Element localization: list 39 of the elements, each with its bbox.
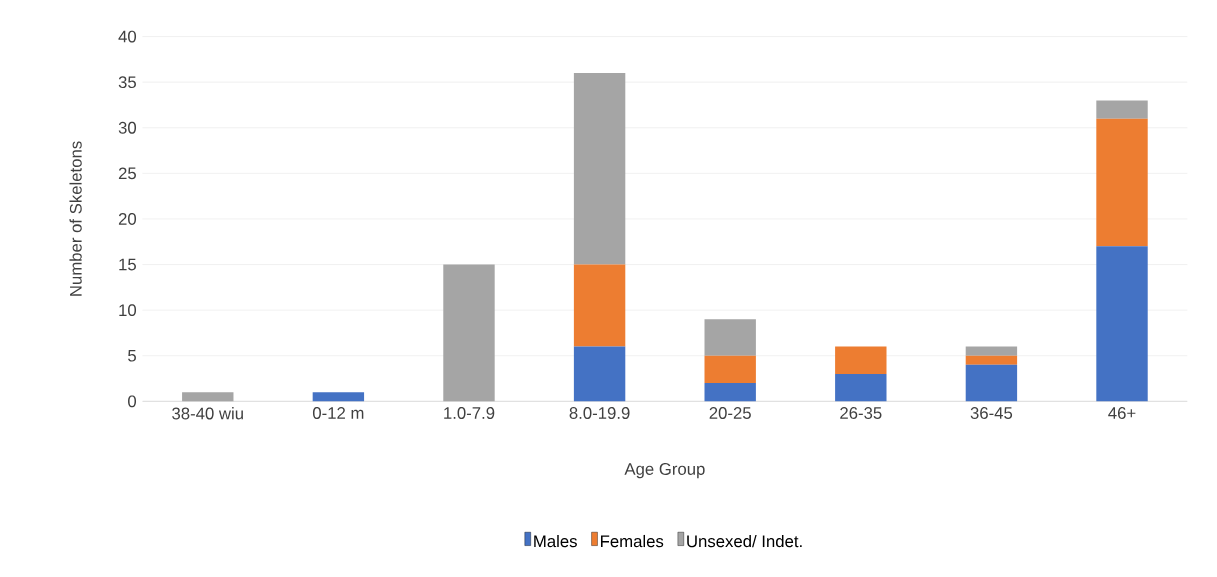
bar — [965, 355, 1018, 365]
bar — [573, 72, 626, 265]
y-tick-label: 25 — [118, 167, 136, 180]
legend-label: Unsexed/ Indet. — [687, 534, 802, 548]
x-tick-label: 1.0-7.9 — [444, 406, 495, 419]
y-tick-label: 5 — [128, 349, 136, 362]
bar — [1096, 100, 1148, 119]
x-axis-title: Age Group — [624, 462, 705, 479]
x-tick-label: 36-45 — [970, 406, 1013, 419]
legend-label: Females — [601, 534, 664, 548]
y-tick-label: 40 — [118, 30, 137, 43]
bar — [1096, 246, 1148, 402]
legend-label: Males — [534, 534, 577, 548]
bar — [965, 346, 1018, 356]
bar — [443, 264, 495, 402]
x-tick-label: 20-25 — [709, 406, 751, 419]
x-tick-label: 0-12 m — [312, 406, 364, 419]
bar — [1096, 118, 1148, 247]
bar — [704, 319, 756, 356]
bar — [965, 364, 1018, 402]
x-tick-label: 8.0-19.9 — [569, 406, 630, 419]
bar — [573, 346, 626, 402]
bar — [573, 264, 626, 347]
y-tick-label: 30 — [118, 121, 137, 134]
bar — [835, 373, 887, 402]
x-tick-label: 26-35 — [840, 406, 882, 419]
bar — [182, 392, 234, 402]
bar — [704, 382, 756, 402]
bar — [312, 392, 365, 402]
x-tick-label: 38-40 wiu — [172, 406, 243, 420]
bar — [704, 355, 756, 383]
y-tick-label: 20 — [118, 212, 137, 225]
y-tick-label: 10 — [119, 304, 137, 316]
bar — [835, 346, 887, 374]
y-tick-label: 35 — [118, 76, 136, 88]
y-axis-title: Number of Skeletons — [69, 141, 82, 296]
y-tick-label: 0 — [128, 395, 137, 408]
y-tick-label: 15 — [119, 258, 136, 271]
x-tick-label: 46+ — [1108, 406, 1136, 419]
